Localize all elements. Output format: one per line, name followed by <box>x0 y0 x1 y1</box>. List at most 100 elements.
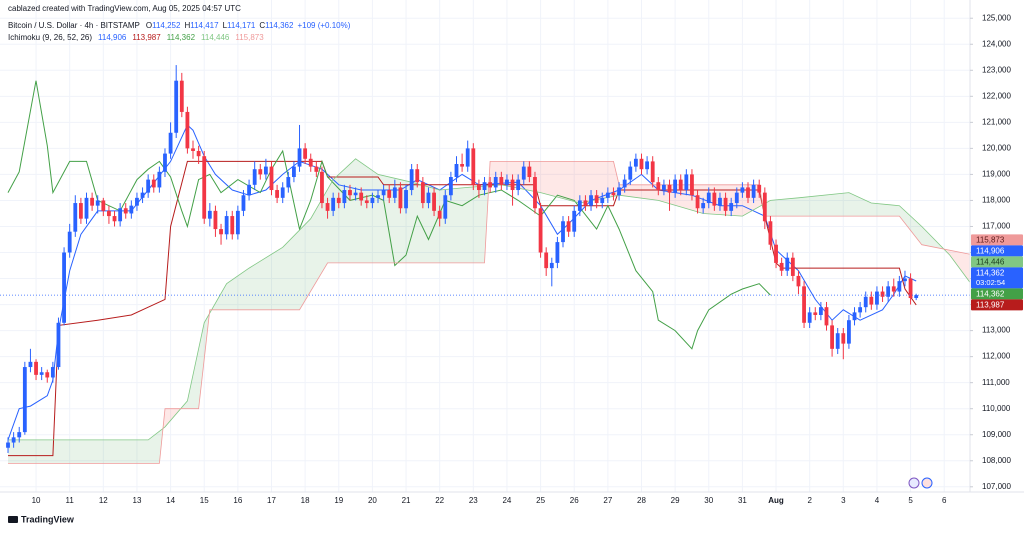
candle-body <box>303 148 308 159</box>
candle-body <box>314 166 319 172</box>
base-line <box>8 160 917 457</box>
logo-icon <box>8 516 18 523</box>
candle-body <box>286 177 291 188</box>
x-tick-label: 18 <box>301 496 310 505</box>
candle-body <box>370 197 375 204</box>
candle-body <box>409 169 414 191</box>
candle-body <box>353 192 358 196</box>
logo: TradingView <box>8 514 75 524</box>
candle-body <box>673 179 678 193</box>
candle-body <box>112 216 117 222</box>
candle-body <box>729 203 734 211</box>
event-icons <box>908 477 933 489</box>
candle-body <box>533 177 537 209</box>
y-tick-label: 117,000 <box>982 222 1011 231</box>
y-tick-label: 124,000 <box>982 39 1011 48</box>
candle-body <box>437 210 442 219</box>
candle-body <box>712 192 717 206</box>
candle-body <box>594 195 599 204</box>
candle-body <box>247 184 251 196</box>
header: cablazed created with TradingView.com, A… <box>8 4 241 13</box>
candle-body <box>135 197 139 206</box>
candle-body <box>852 312 857 321</box>
candle-body <box>662 184 666 191</box>
legend-key: H <box>184 21 190 30</box>
candle-body <box>706 192 711 204</box>
candle-body <box>22 367 27 433</box>
x-tick-label: 31 <box>738 496 747 505</box>
price-label-box <box>971 299 1023 311</box>
candle-body <box>802 286 806 323</box>
candle-body <box>107 210 111 217</box>
candle-body <box>555 242 560 263</box>
candle-body <box>460 164 465 167</box>
candle-body <box>230 216 235 235</box>
y-tick-label: 111,000 <box>982 378 1010 387</box>
candle-body <box>207 210 212 219</box>
y-tick-label: 122,000 <box>982 91 1011 100</box>
x-tick-label: 12 <box>99 496 108 505</box>
x-tick-label: 22 <box>435 496 444 505</box>
candle-body <box>404 190 408 209</box>
candle-body <box>830 325 834 349</box>
candle-body <box>45 372 50 378</box>
candle-body <box>589 195 593 206</box>
x-tick-label: 14 <box>166 496 175 505</box>
candle-body <box>78 203 83 219</box>
indicator-name: Ichimoku (9, 26, 52, 26) <box>8 33 92 42</box>
candle-body <box>684 174 689 191</box>
axes: 107,000 108,000 109,000 110,000 111,000 112,0… <box>32 13 1023 505</box>
y-tick-label: 112,000 <box>982 352 1011 361</box>
candle-body <box>880 291 885 297</box>
candle-body <box>869 296 874 305</box>
y-tick-label: 108,000 <box>982 456 1011 465</box>
candle-body <box>297 148 302 167</box>
candle-body <box>734 192 739 204</box>
candle-body <box>308 158 313 167</box>
candle-body <box>499 177 504 185</box>
candle-body <box>914 295 919 299</box>
indicator-value: 113,987 <box>132 33 161 42</box>
candle-body <box>392 187 397 198</box>
candle-body <box>690 174 694 196</box>
legend-value: 114,362 <box>265 21 294 30</box>
x-tick-label: 21 <box>402 496 411 505</box>
indicator-value: 114,446 <box>201 33 230 42</box>
candle-body <box>897 281 902 292</box>
candle-body <box>521 166 526 180</box>
candle-body <box>6 442 10 448</box>
plot-area <box>0 65 970 464</box>
candle-body <box>426 192 431 204</box>
candle-body <box>723 197 728 211</box>
candle-body <box>847 320 851 344</box>
price-label: 113,987 <box>976 300 1005 309</box>
candle-body <box>785 257 790 271</box>
price-label-box <box>971 256 1023 268</box>
candle-body <box>510 179 515 191</box>
candle-body <box>482 182 487 191</box>
candle-body <box>235 210 240 235</box>
candle-body <box>718 197 722 206</box>
candle-body <box>740 187 745 193</box>
candle-body <box>796 275 801 287</box>
indicator-legend: Ichimoku (9, 26, 52, 26) 114,906 113,987 11… <box>8 33 264 42</box>
candle-body <box>488 182 493 188</box>
candle-body <box>633 158 638 167</box>
legend-change: +109 (+0.10%) <box>297 21 350 30</box>
candle-body <box>886 286 891 297</box>
candle-body <box>185 111 190 149</box>
candle-body <box>835 333 840 349</box>
candle-body <box>628 166 633 180</box>
x-tick-label: 11 <box>66 496 75 505</box>
price-label-box <box>971 245 1023 257</box>
candle-body <box>129 205 134 214</box>
y-tick-label: 121,000 <box>982 117 1011 126</box>
candle-body <box>331 197 336 211</box>
candle-body <box>62 252 66 323</box>
candle-body <box>667 184 672 193</box>
candle-body <box>263 166 268 175</box>
event-icon <box>908 477 920 489</box>
legend-key: O <box>146 21 152 30</box>
candle-body <box>17 432 22 438</box>
